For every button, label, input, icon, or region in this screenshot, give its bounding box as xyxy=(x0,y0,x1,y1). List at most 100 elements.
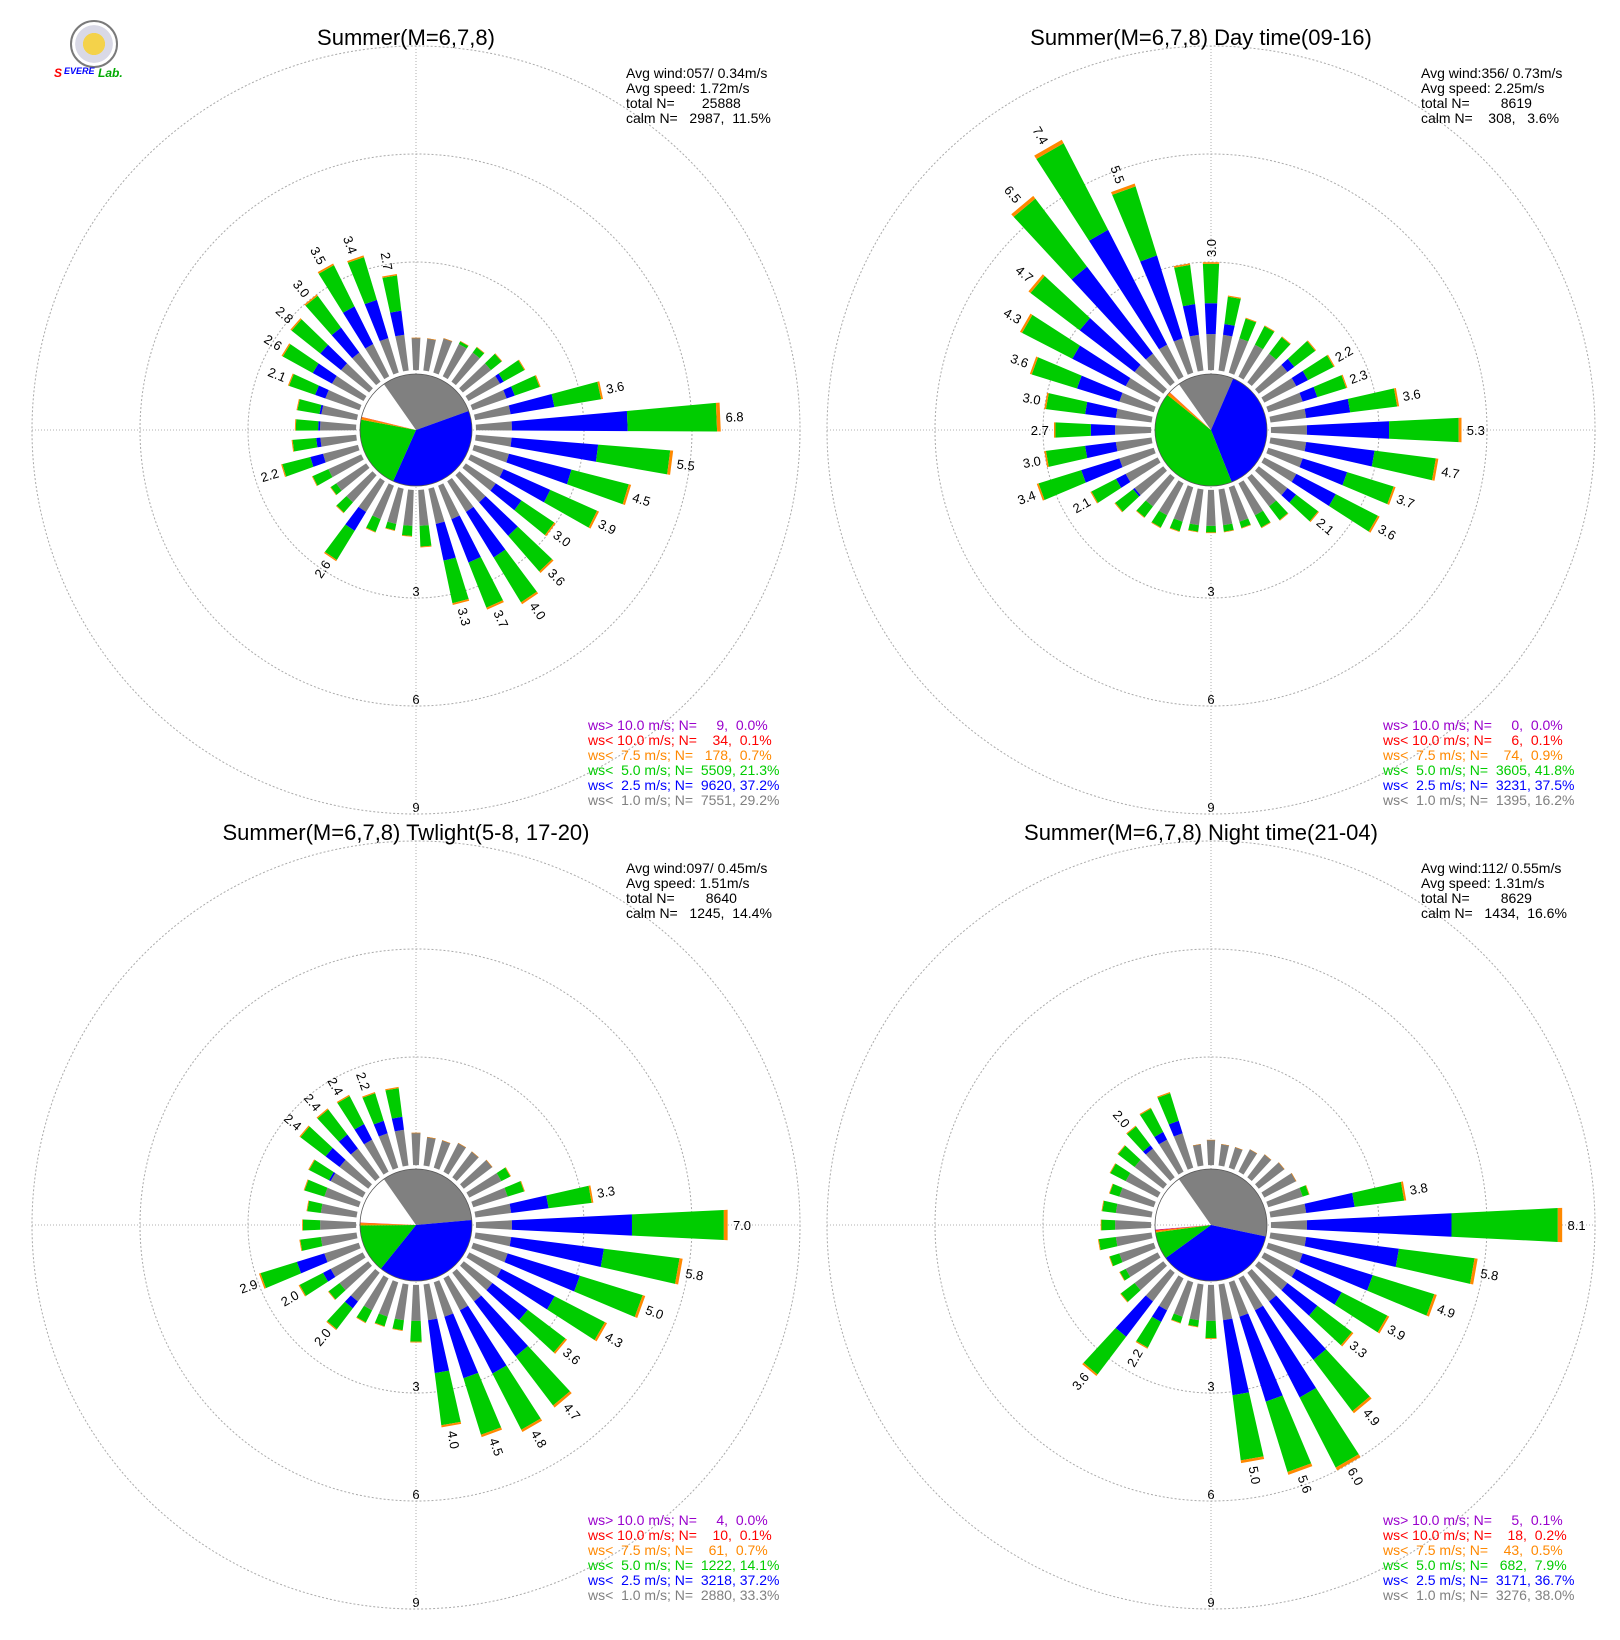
wind-bar-segment xyxy=(418,489,429,526)
bar-value-label: 4.7 xyxy=(1440,464,1460,482)
bar-value-label: 2.6 xyxy=(261,331,284,353)
wind-bar-segment xyxy=(302,1219,321,1231)
wind-bar-segment xyxy=(535,375,541,388)
wind-bar-segment xyxy=(1171,1319,1181,1324)
bar-value-label: 2.1 xyxy=(1070,494,1093,516)
wind-bar-segment xyxy=(1281,1283,1318,1316)
wind-bar-segment xyxy=(1119,1271,1125,1281)
wind-bar-segment xyxy=(1269,1232,1307,1247)
wind-bar-segment xyxy=(1108,1256,1114,1267)
wind-bar-segment xyxy=(327,1301,353,1330)
wind-bar-segment xyxy=(435,521,456,561)
wind-bar-segment xyxy=(546,1185,592,1209)
bar-value-label: 3.7 xyxy=(1394,491,1416,511)
bar-value-label: 6.0 xyxy=(1345,1465,1367,1488)
radial-ring-label: 9 xyxy=(1207,800,1214,815)
wind-bar-segment xyxy=(544,522,556,537)
wind-bar-segment xyxy=(1125,457,1161,483)
wind-bar-segment xyxy=(1266,447,1303,468)
calm-pie-slice xyxy=(380,1220,472,1281)
panel-title: Summer(M=6,7,8) xyxy=(317,25,495,50)
wind-bar-segment xyxy=(1126,1125,1137,1135)
wind-bar-segment xyxy=(307,1200,323,1213)
wind-bar-segment xyxy=(335,505,344,514)
wind-bar-segment xyxy=(472,444,510,463)
wind-bar-segment xyxy=(496,1268,555,1310)
wind-bar-segment xyxy=(394,1283,409,1321)
wind-bar-segment xyxy=(387,487,404,524)
wind-bar-segment xyxy=(305,295,342,336)
wind-bar-segment xyxy=(465,506,506,558)
wind-bar-segment xyxy=(498,360,525,382)
wind-bar-segment xyxy=(492,1365,541,1430)
wind-bar-segment xyxy=(434,1370,461,1426)
wind-bar-segment xyxy=(427,338,436,341)
wind-bar-segment xyxy=(338,1134,358,1155)
wind-bar-segment xyxy=(1470,1258,1478,1285)
logo-letter-s: S xyxy=(54,66,63,80)
wind-bar-segment xyxy=(365,527,376,533)
wind-bar-segment xyxy=(1082,1362,1098,1377)
wind-bar-segment xyxy=(1255,466,1288,496)
wind-bar-segment xyxy=(1188,523,1199,532)
wind-bar-segment xyxy=(1266,1187,1303,1208)
wind-bar-segment xyxy=(515,1345,571,1406)
legend-entry: ws< 10.0 m/s; N= 34, 0.1% xyxy=(587,732,772,748)
bar-value-label: 2.1 xyxy=(1314,515,1337,538)
wind-bar-segment xyxy=(1145,1269,1175,1302)
wind-bar-segment xyxy=(1110,1163,1131,1182)
stats-line: calm N= 1245, 14.4% xyxy=(626,905,772,921)
bar-value-label: 2.4 xyxy=(281,1111,304,1134)
calm-circle-outline xyxy=(359,373,473,487)
wind-bar-segment xyxy=(1218,1283,1233,1321)
severe-storm-lab-logo: S EVERE Lab. xyxy=(48,20,148,90)
wind-bar-segment xyxy=(1119,1242,1156,1263)
wind-bar-segment xyxy=(358,478,385,513)
wind-bar-segment xyxy=(297,399,322,414)
wind-bar-segment xyxy=(514,500,555,536)
panel-title: Summer(M=6,7,8) Day time(09-16) xyxy=(1030,25,1372,50)
wind-bar-segment xyxy=(320,344,348,371)
wind-bar-segment xyxy=(1205,1320,1217,1339)
wind-bar-segment xyxy=(428,1318,450,1374)
legend-entry: ws< 5.0 m/s; N= 682, 7.9% xyxy=(1382,1557,1567,1573)
wind-bar-segment xyxy=(385,521,397,531)
wind-bar-segment xyxy=(1304,398,1351,418)
wind-bar-segment xyxy=(310,453,326,467)
wind-bar-segment xyxy=(1255,364,1288,394)
wind-bar-segment xyxy=(1302,355,1334,381)
legend-entry: ws< 1.0 m/s; N= 2880, 33.3% xyxy=(587,1587,779,1603)
wind-bar-segment xyxy=(723,1209,728,1241)
wind-bar-segment xyxy=(1135,1341,1148,1349)
wind-bar-segment xyxy=(451,352,480,386)
wind-bar-segment xyxy=(324,1242,361,1263)
wind-bar-segment xyxy=(1340,1332,1354,1347)
wind-bar-segment xyxy=(1134,364,1167,394)
wind-bar-segment xyxy=(1352,1181,1405,1207)
wind-bar-segment xyxy=(403,489,414,526)
bar-value-label: 6.5 xyxy=(1001,183,1024,206)
stats-line: Avg wind:112/ 0.55m/s xyxy=(1421,860,1561,876)
wind-bar-segment xyxy=(1254,326,1275,350)
wind-bar-segment xyxy=(1279,513,1289,521)
bar-value-label: 2.2 xyxy=(353,1070,373,1092)
wind-bar-segment xyxy=(312,469,333,486)
wind-bar-segment xyxy=(433,1280,454,1317)
wind-bar-segment xyxy=(1188,1318,1199,1327)
wind-bar-segment xyxy=(291,439,295,452)
legend-entry: ws< 10.0 m/s; N= 18, 0.2% xyxy=(1382,1527,1567,1543)
wind-bar-segment xyxy=(474,1203,512,1218)
wind-bar-segment xyxy=(1291,1268,1342,1305)
calm-pie-slice xyxy=(383,374,469,430)
wind-bar-segment xyxy=(597,381,604,400)
wind-bar-segment xyxy=(385,1088,403,1119)
wind-bar-segment xyxy=(325,390,362,411)
wind-bar-segment xyxy=(441,1421,462,1428)
wind-bar-segment xyxy=(1029,356,1039,375)
wind-bar-segment xyxy=(1011,195,1036,217)
wind-bar-segment xyxy=(1108,1183,1114,1194)
bar-value-label: 4.0 xyxy=(526,599,549,622)
bar-value-label: 4.3 xyxy=(602,1329,625,1351)
wind-bar-segment xyxy=(316,437,322,448)
wind-bar-segment xyxy=(1189,1283,1204,1321)
